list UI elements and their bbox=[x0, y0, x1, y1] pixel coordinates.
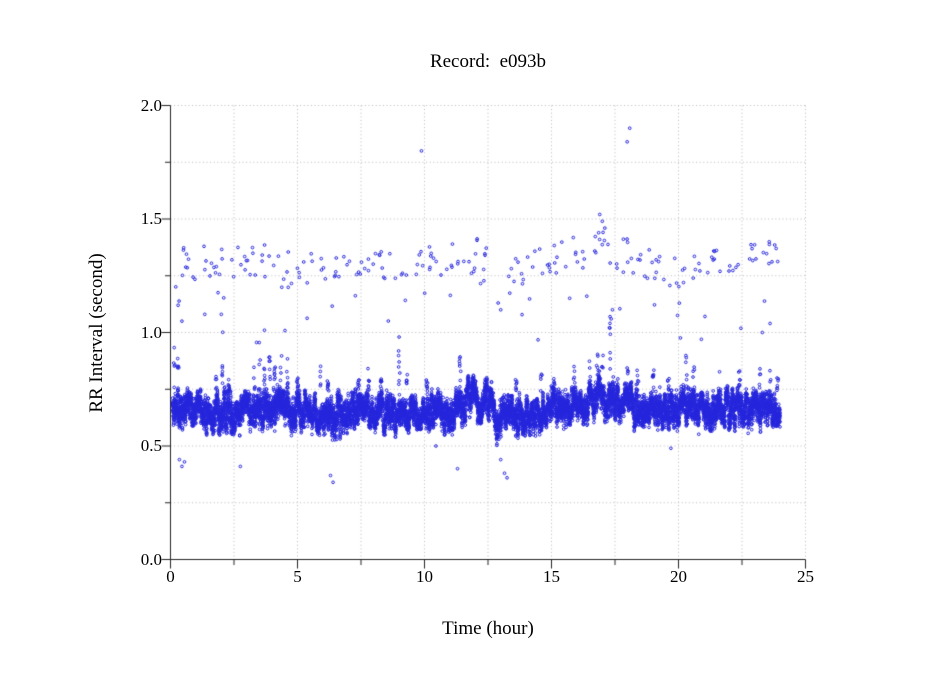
y-tick-label: 0.5 bbox=[140, 436, 162, 455]
y-tick-label: 1.0 bbox=[140, 322, 162, 342]
y-tick-label: 0.0 bbox=[140, 549, 162, 569]
x-tick-label: 0 bbox=[166, 567, 175, 586]
x-tick-label: 25 bbox=[797, 567, 814, 586]
x-tick-label: 10 bbox=[416, 567, 433, 586]
y-tick-label: 1.5 bbox=[140, 209, 162, 228]
x-tick-label: 20 bbox=[670, 567, 687, 586]
x-tick-label: 5 bbox=[293, 567, 302, 586]
x-tick-label: 15 bbox=[543, 567, 560, 586]
y-tick-label: 2.0 bbox=[140, 95, 162, 115]
